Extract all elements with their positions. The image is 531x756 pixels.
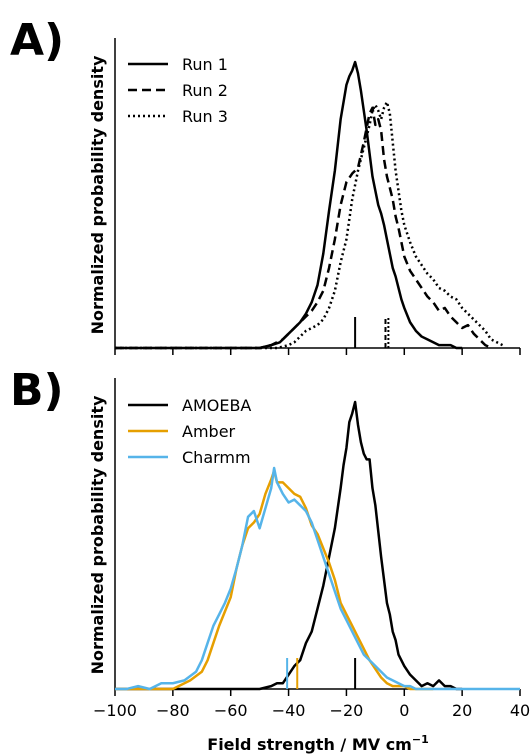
panel-b-label: B) <box>10 365 64 416</box>
panel-b-x-tick-label: 40 <box>510 701 530 720</box>
panel-b-legend-label: AMOEBA <box>182 396 251 415</box>
panel-a-series-run-2 <box>115 106 492 350</box>
panel-b-x-tick-label: −40 <box>272 701 306 720</box>
panel-a-legend-label: Run 3 <box>182 107 228 126</box>
panel-a-series <box>115 60 504 350</box>
panel-b-xlabel-superscript: −1 <box>412 733 429 746</box>
panel-b-xlabel: Field strength / MV cm−1 <box>207 733 428 754</box>
panel-b-mean-markers <box>286 658 357 689</box>
panel-b-x-ticks: −100 −80 −60 −40 −20 0 20 40 <box>93 689 530 720</box>
panel-a: A) Normalized probability density Run 1R… <box>10 15 521 355</box>
panel-b-x-tick-label: 20 <box>452 701 472 720</box>
panel-b-legend-label: Charmm <box>182 448 251 467</box>
panel-a-series-run-1 <box>115 60 463 350</box>
panel-b-x-tick-label: 0 <box>399 701 409 720</box>
panel-a-legend: Run 1 Run 2 Run 3 <box>128 55 228 126</box>
panel-b-series <box>115 400 520 691</box>
panel-a-legend-label: Run 2 <box>182 81 228 100</box>
panel-a-legend-label: Run 1 <box>182 55 228 74</box>
panel-a-ylabel: Normalized probability density <box>88 55 107 334</box>
panel-b-legend: AMOEBA Amber Charmm <box>128 396 251 467</box>
panel-b-ylabel: Normalized probability density <box>88 395 107 674</box>
panel-b-xlabel-main: Field strength / MV cm <box>207 735 412 754</box>
panel-b-legend-label: Amber <box>182 422 236 441</box>
panel-a-label: A) <box>10 15 64 66</box>
panel-b: B) Normalized probability density −100 −8… <box>10 365 530 754</box>
panel-b-x-tick-label: −80 <box>156 701 190 720</box>
panel-b-series-amoeba <box>115 400 463 691</box>
panel-b-x-tick-label: −60 <box>214 701 248 720</box>
panel-b-x-tick-label: −20 <box>330 701 364 720</box>
panel-a-series-run-3 <box>115 100 504 350</box>
panel-a-mean-markers <box>354 317 390 348</box>
panel-b-series-charmm <box>115 466 520 691</box>
panel-b-series-amber <box>115 469 434 691</box>
panel-b-x-tick-label: −100 <box>93 701 137 720</box>
